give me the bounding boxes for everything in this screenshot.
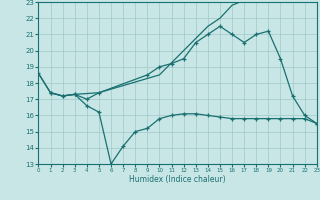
X-axis label: Humidex (Indice chaleur): Humidex (Indice chaleur) (129, 175, 226, 184)
